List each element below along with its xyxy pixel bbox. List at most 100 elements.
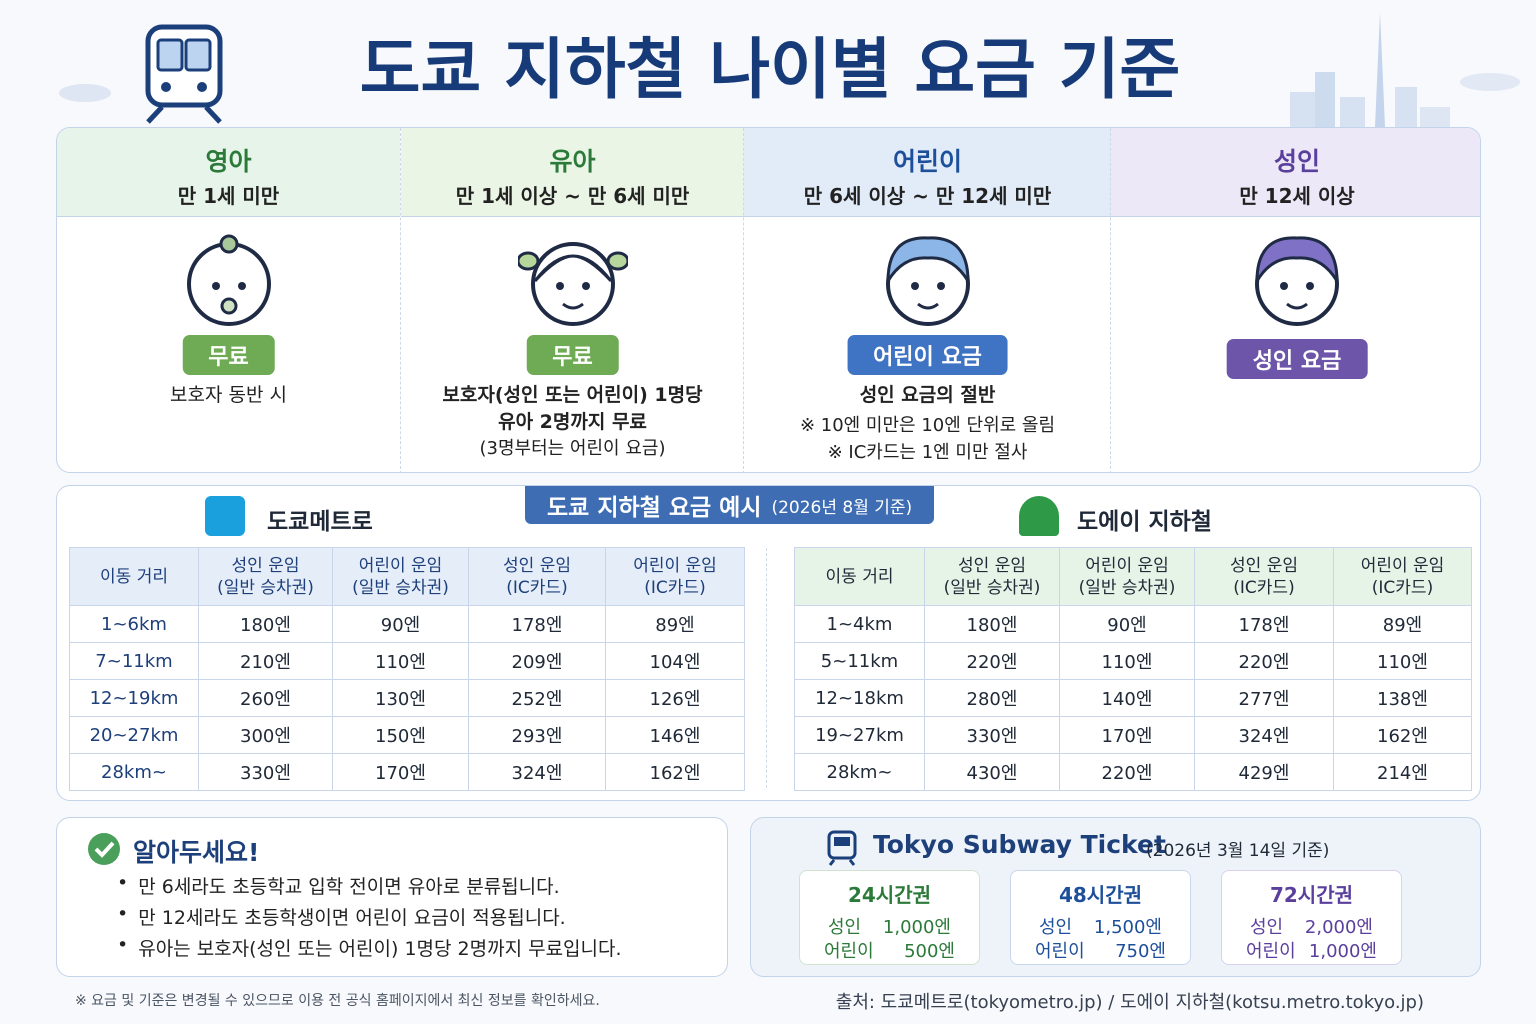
header-line: (일반 승차권)	[352, 577, 449, 598]
column-header: 성인 운임 (일반 승차권)	[198, 547, 333, 606]
face-icon	[1255, 236, 1339, 326]
age-note: ※ IC카드는 1엔 미만 절사	[827, 442, 1028, 463]
header-line: 어린이 운임	[633, 555, 717, 576]
pass-name: 24시간권	[847, 883, 932, 907]
fare-cell: 5~11km	[794, 642, 925, 680]
fare-row: 5~11km 220엔 110엔 220엔 110엔	[794, 642, 1472, 680]
column-header: 어린이 운임 (일반 승차권)	[332, 547, 469, 606]
notice-title: 알아두세요!	[133, 838, 260, 867]
fare-cell: 20~27km	[69, 716, 199, 754]
header-line: 성인 운임	[231, 555, 300, 576]
age-header	[1111, 128, 1480, 217]
fare-cell: 260엔	[198, 679, 333, 717]
fare-cell: 138엔	[1333, 679, 1472, 717]
age-column: 어린이 만 6세 이상 ~ 만 12세 미만 어린이 요금 성인 요금의 절반 ※ 10…	[743, 128, 1111, 472]
check-icon	[88, 833, 120, 865]
fare-cell: 104엔	[605, 642, 745, 680]
notice-text: 만 12세라도 초등학생이면 어린이 요금이 적용됩니다.	[138, 907, 566, 929]
fare-title: 도쿄 지하철 요금 예시	[547, 495, 762, 521]
child-label: 어린이	[1035, 941, 1085, 962]
train-icon	[145, 24, 223, 124]
pass-card: 48시간권 성인 1,500엔 어린이 750엔	[1010, 870, 1191, 965]
age-name: 영아	[205, 147, 252, 176]
fare-cell: 178엔	[1194, 605, 1334, 643]
ticket-title: Tokyo Subway Ticket	[873, 830, 1166, 859]
fare-row: 12~18km 280엔 140엔 277엔 138엔	[794, 679, 1472, 717]
fare-cell: 89엔	[1333, 605, 1472, 643]
header-line: 이동 거리	[100, 566, 168, 587]
face-icon	[885, 236, 970, 326]
fare-row: 7~11km 210엔 110엔 209엔 104엔	[69, 642, 745, 680]
fare-cell: 110엔	[332, 642, 469, 680]
age-range: 만 6세 이상 ~ 만 12세 미만	[803, 184, 1052, 208]
fare-badge: 성인 요금	[1226, 339, 1368, 379]
age-note: 성인 요금의 절반	[859, 384, 996, 406]
age-range: 만 1세 이상 ~ 만 6세 미만	[455, 184, 690, 208]
fare-cell: 90엔	[332, 605, 469, 643]
notice-item: • 만 12세라도 초등학생이면 어린이 요금이 적용됩니다.	[117, 903, 566, 930]
fare-cell: 162엔	[605, 753, 745, 791]
fare-cell: 28km~	[794, 753, 925, 791]
fare-cell: 220엔	[924, 642, 1060, 680]
header-line: 성인 운임	[1230, 555, 1298, 576]
adult-label: 성인	[1039, 917, 1073, 938]
disclaimer: ※ 요금 및 기준은 변경될 수 있으므로 이용 전 공식 홈페이지에서 최신 …	[75, 993, 600, 1009]
fare-cell: 162엔	[1333, 716, 1472, 754]
fare-cell: 429엔	[1194, 753, 1334, 791]
age-note: 보호자(성인 또는 어린이) 1명당	[442, 384, 703, 406]
child-price: 1,000엔	[1308, 941, 1377, 962]
age-column: 유아 만 1세 이상 ~ 만 6세 미만 무료 보호자(성인 또는 어린이) 1명당 유…	[400, 128, 744, 472]
fare-cell: 293엔	[468, 716, 606, 754]
fare-basis: (2026년 8월 기준)	[771, 497, 913, 518]
fare-cell: 324엔	[468, 753, 606, 791]
fare-cell: 12~18km	[794, 679, 925, 717]
header-line: 어린이 운임	[1085, 555, 1169, 576]
adult-price: 1,500엔	[1093, 917, 1162, 938]
operator-logo	[1019, 496, 1059, 536]
age-header	[744, 128, 1111, 217]
fare-cell: 19~27km	[794, 716, 925, 754]
header-line: (일반 승차권)	[1078, 577, 1176, 598]
bullet: •	[117, 934, 129, 956]
fare-cell: 277엔	[1194, 679, 1334, 717]
age-name: 어린이	[892, 147, 962, 176]
child-label: 어린이	[1246, 941, 1296, 962]
notice-panel: 알아두세요! • 만 6세라도 초등학교 입학 전이면 유아로 분류됩니다. • 만 1…	[56, 817, 728, 977]
age-name: 성인	[1273, 147, 1320, 176]
fare-cell: 28km~	[69, 753, 199, 791]
age-range: 만 1세 미만	[177, 184, 280, 208]
fare-cell: 150엔	[332, 716, 469, 754]
fare-cell: 280엔	[924, 679, 1060, 717]
fare-cell: 300엔	[198, 716, 333, 754]
fare-cell: 110엔	[1333, 642, 1472, 680]
column-header: 어린이 운임 (IC카드)	[1333, 547, 1472, 606]
fare-cell: 324엔	[1194, 716, 1334, 754]
fare-cell: 130엔	[332, 679, 469, 717]
age-note: 유아 2명까지 무료	[498, 411, 647, 433]
header-line: 성인 운임	[958, 555, 1026, 576]
age-range: 만 12세 이상	[1239, 184, 1355, 208]
fare-cell: 126엔	[605, 679, 745, 717]
header-line: (일반 승차권)	[217, 577, 314, 598]
fare-row: 19~27km 330엔 170엔 324엔 162엔	[794, 716, 1472, 754]
fare-table: 이동 거리 성인 운임 (일반 승차권) 어린이 운임 (일반 승차권) 성인 운임 (IC…	[69, 547, 745, 791]
fare-table: 이동 거리 성인 운임 (일반 승차권) 어린이 운임 (일반 승차권) 성인 운임 (IC…	[794, 547, 1472, 791]
fare-row: 1~6km 180엔 90엔 178엔 89엔	[69, 605, 745, 643]
column-header: 성인 운임 (일반 승차권)	[924, 547, 1060, 606]
fare-cell: 210엔	[198, 642, 333, 680]
adult-label: 성인	[828, 917, 862, 938]
header-line: 성인 운임	[503, 555, 571, 576]
fare-row: 1~4km 180엔 90엔 178엔 89엔	[794, 605, 1472, 643]
fare-cell: 12~19km	[69, 679, 199, 717]
ticket-basis: (2026년 3월 14일 기준)	[1146, 841, 1330, 861]
face-icon	[517, 242, 628, 326]
notice-text: 만 6세라도 초등학교 입학 전이면 유아로 분류됩니다.	[138, 876, 560, 898]
fare-cell: 140엔	[1059, 679, 1195, 717]
header-line: (일반 승차권)	[943, 577, 1041, 598]
header-line: 어린이 운임	[358, 555, 443, 576]
age-header	[57, 128, 400, 217]
fare-badge: 어린이 요금	[847, 335, 1008, 375]
column-header: 어린이 운임 (일반 승차권)	[1059, 547, 1195, 606]
